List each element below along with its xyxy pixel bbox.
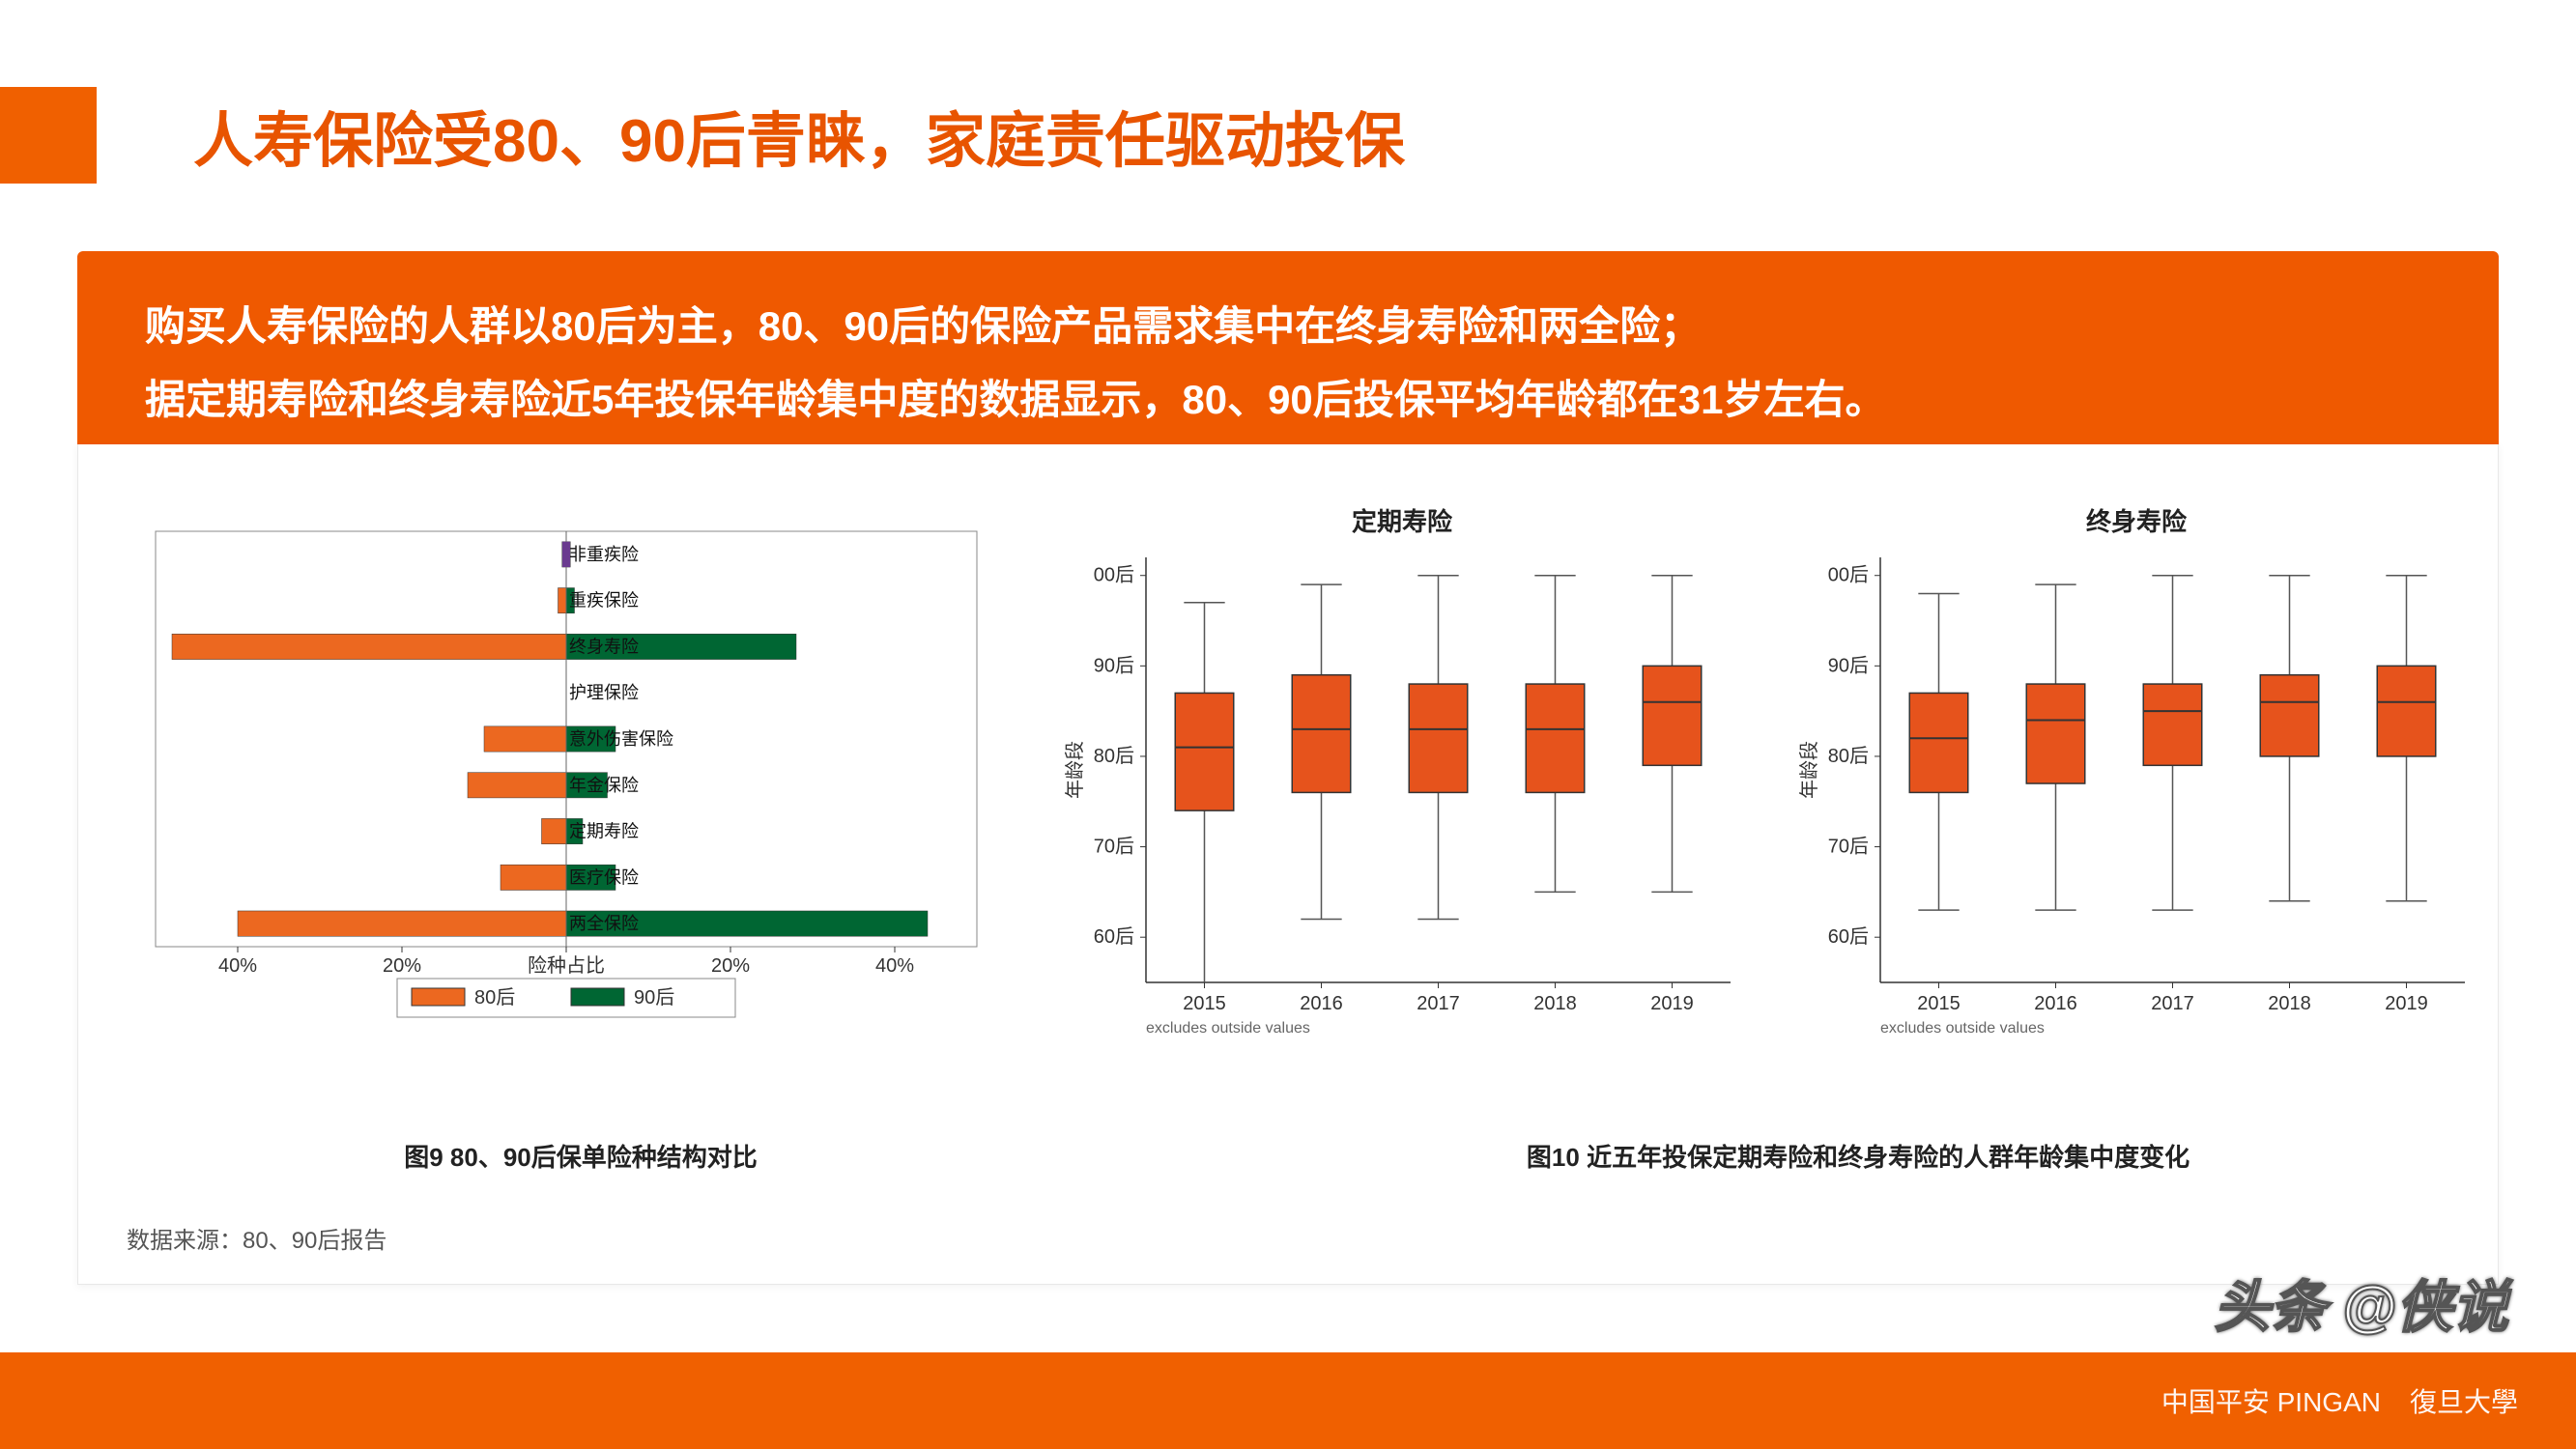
svg-text:00后: 00后 [1828, 564, 1869, 586]
svg-text:90后: 90后 [634, 986, 674, 1009]
fig-caption: 图10 近五年投保定期寿险和终身寿险的人群年龄集中度变化 [1025, 1138, 2498, 1174]
svg-text:重疾保险: 重疾保险 [569, 591, 639, 611]
svg-text:2019: 2019 [1650, 993, 1694, 1014]
bar-chart: 40% 20% 险种占比 20% 40% 非重疾险重疾保险终身寿险护理保险意外伤害保险年金… [117, 502, 1016, 1050]
banner-line: 据定期寿险和终身寿险近5年投保年龄集中度的数据显示，80、90后投保平均年龄都在… [145, 363, 2431, 437]
svg-text:40%: 40% [875, 955, 914, 977]
svg-text:2017: 2017 [1417, 993, 1460, 1014]
footer-logos: 中国平安 PINGAN 復旦大學 [2161, 1381, 2518, 1420]
svg-text:20%: 20% [711, 955, 750, 977]
svg-text:00后: 00后 [1094, 564, 1134, 586]
svg-text:60后: 60后 [1094, 925, 1134, 948]
svg-text:80后: 80后 [1094, 745, 1134, 767]
fig-caption: 图9 80、90后保单险种结构对比 [78, 1138, 1025, 1174]
svg-text:excludes outside values: excludes outside values [1146, 1020, 1310, 1037]
svg-text:医疗保险: 医疗保险 [569, 867, 639, 887]
svg-text:90后: 90后 [1094, 654, 1134, 676]
fudan-logo: 復旦大學 [2410, 1381, 2518, 1420]
svg-text:2016: 2016 [2034, 993, 2077, 1014]
caption-row: 图9 80、90后保单险种结构对比 图10 近五年投保定期寿险和终身寿险的人群年… [78, 1121, 2498, 1174]
svg-text:90后: 90后 [1828, 654, 1869, 676]
page-title: 人寿保险受80、90后青睐，家庭责任驱动投保 [193, 92, 1405, 179]
svg-text:40%: 40% [218, 955, 257, 977]
boxplot-title: 定期寿险 [1054, 502, 1750, 538]
svg-text:两全保险: 两全保险 [569, 914, 639, 933]
svg-text:2018: 2018 [2268, 993, 2311, 1014]
pingan-logo: 中国平安 PINGAN [2161, 1381, 2381, 1420]
svg-text:年龄段: 年龄段 [1064, 741, 1086, 799]
svg-text:年金保险: 年金保险 [569, 776, 639, 795]
svg-text:20%: 20% [383, 955, 421, 977]
content-panel: 40%20%险种占比20%40%非重疾险重疾保险终身寿险护理保险意外伤害保险年金… [77, 444, 2499, 1285]
svg-text:2017: 2017 [2151, 993, 2194, 1014]
svg-text:70后: 70后 [1094, 836, 1134, 858]
data-source: 数据来源：80、90后报告 [127, 1221, 386, 1255]
svg-text:2015: 2015 [1917, 993, 1961, 1014]
watermark: 头条 @侠说 [2214, 1262, 2508, 1343]
svg-text:定期寿险: 定期寿险 [569, 822, 639, 841]
boxplot-whole: 终身寿险 60后 70后 80后 90后 00后年龄段 2015 2016 2017 2018 2… [1789, 502, 2484, 1050]
accent-bar [0, 87, 97, 184]
svg-text:60后: 60后 [1828, 925, 1869, 948]
svg-text:2018: 2018 [1533, 993, 1577, 1014]
svg-text:意外伤害保险: 意外伤害保险 [569, 729, 673, 749]
svg-text:险种占比: 险种占比 [528, 954, 605, 977]
svg-text:护理保险: 护理保险 [569, 683, 639, 702]
svg-text:80后: 80后 [1828, 745, 1869, 767]
svg-text:2016: 2016 [1300, 993, 1343, 1014]
svg-text:终身寿险: 终身寿险 [569, 637, 639, 656]
boxplot-term: 定期寿险 60后 70后 80后 90后 00后年龄段 2015 2016 2017 2018 2… [1054, 502, 1750, 1050]
svg-text:2019: 2019 [2385, 993, 2428, 1014]
svg-text:80后: 80后 [474, 986, 515, 1009]
svg-text:年龄段: 年龄段 [1798, 741, 1820, 799]
svg-text:非重疾险: 非重疾险 [569, 545, 639, 564]
boxplot-title: 终身寿险 [1789, 502, 2484, 538]
svg-text:2015: 2015 [1183, 993, 1226, 1014]
banner-line: 购买人寿保险的人群以80后为主，80、90后的保险产品需求集中在终身寿险和两全险… [145, 290, 2431, 363]
svg-text:70后: 70后 [1828, 836, 1869, 858]
svg-text:excludes outside values: excludes outside values [1880, 1020, 2045, 1037]
